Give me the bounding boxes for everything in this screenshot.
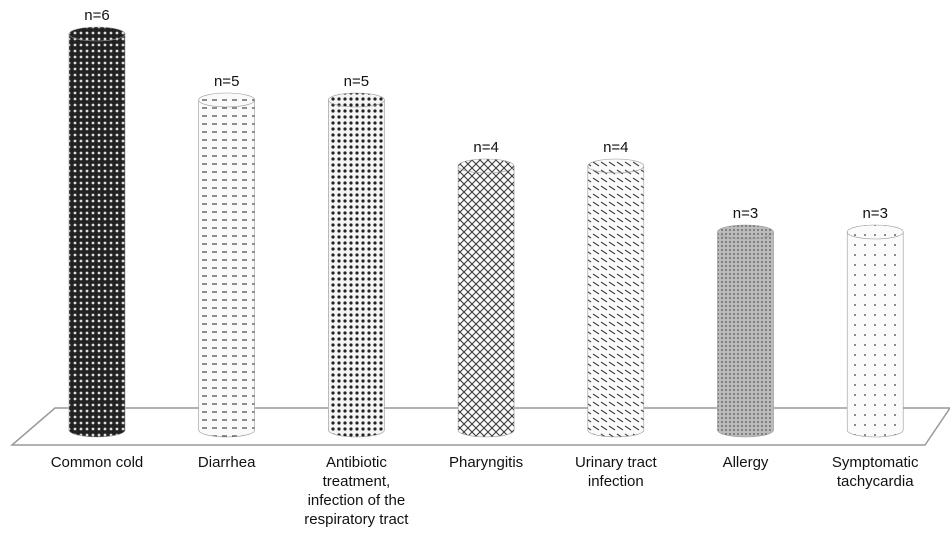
bar — [69, 34, 125, 430]
x-tick-label: Diarrhea — [197, 454, 256, 471]
x-tick-label: Common cold — [50, 454, 144, 471]
value-label: n=5 — [214, 73, 239, 90]
bar — [458, 166, 515, 430]
bar — [198, 100, 255, 430]
bar-top — [587, 158, 645, 174]
value-label: n=3 — [733, 205, 758, 222]
bar-top — [717, 224, 774, 240]
bar-top — [68, 26, 126, 42]
bar — [328, 100, 385, 430]
value-label: n=5 — [344, 73, 369, 90]
x-tick-label: Symptomatic tachycardia — [831, 454, 919, 490]
value-label: n=4 — [603, 139, 628, 156]
value-label: n=4 — [473, 139, 498, 156]
bar-top — [198, 92, 255, 108]
value-label: n=6 — [84, 7, 109, 24]
x-tick-label: Allergy — [722, 454, 769, 471]
value-label: n=3 — [862, 205, 887, 222]
x-tick-label: Urinary tract infection — [574, 454, 657, 490]
x-tick-label: Antibiotic treatment, infection of the r… — [304, 454, 409, 528]
bar-top — [457, 158, 515, 174]
bar-top — [846, 224, 904, 240]
floor — [9, 407, 950, 446]
bar — [717, 232, 774, 430]
x-tick-label: Pharyngitis — [448, 454, 524, 471]
bar-top — [328, 92, 385, 108]
bar — [847, 232, 904, 430]
bar — [587, 166, 644, 430]
